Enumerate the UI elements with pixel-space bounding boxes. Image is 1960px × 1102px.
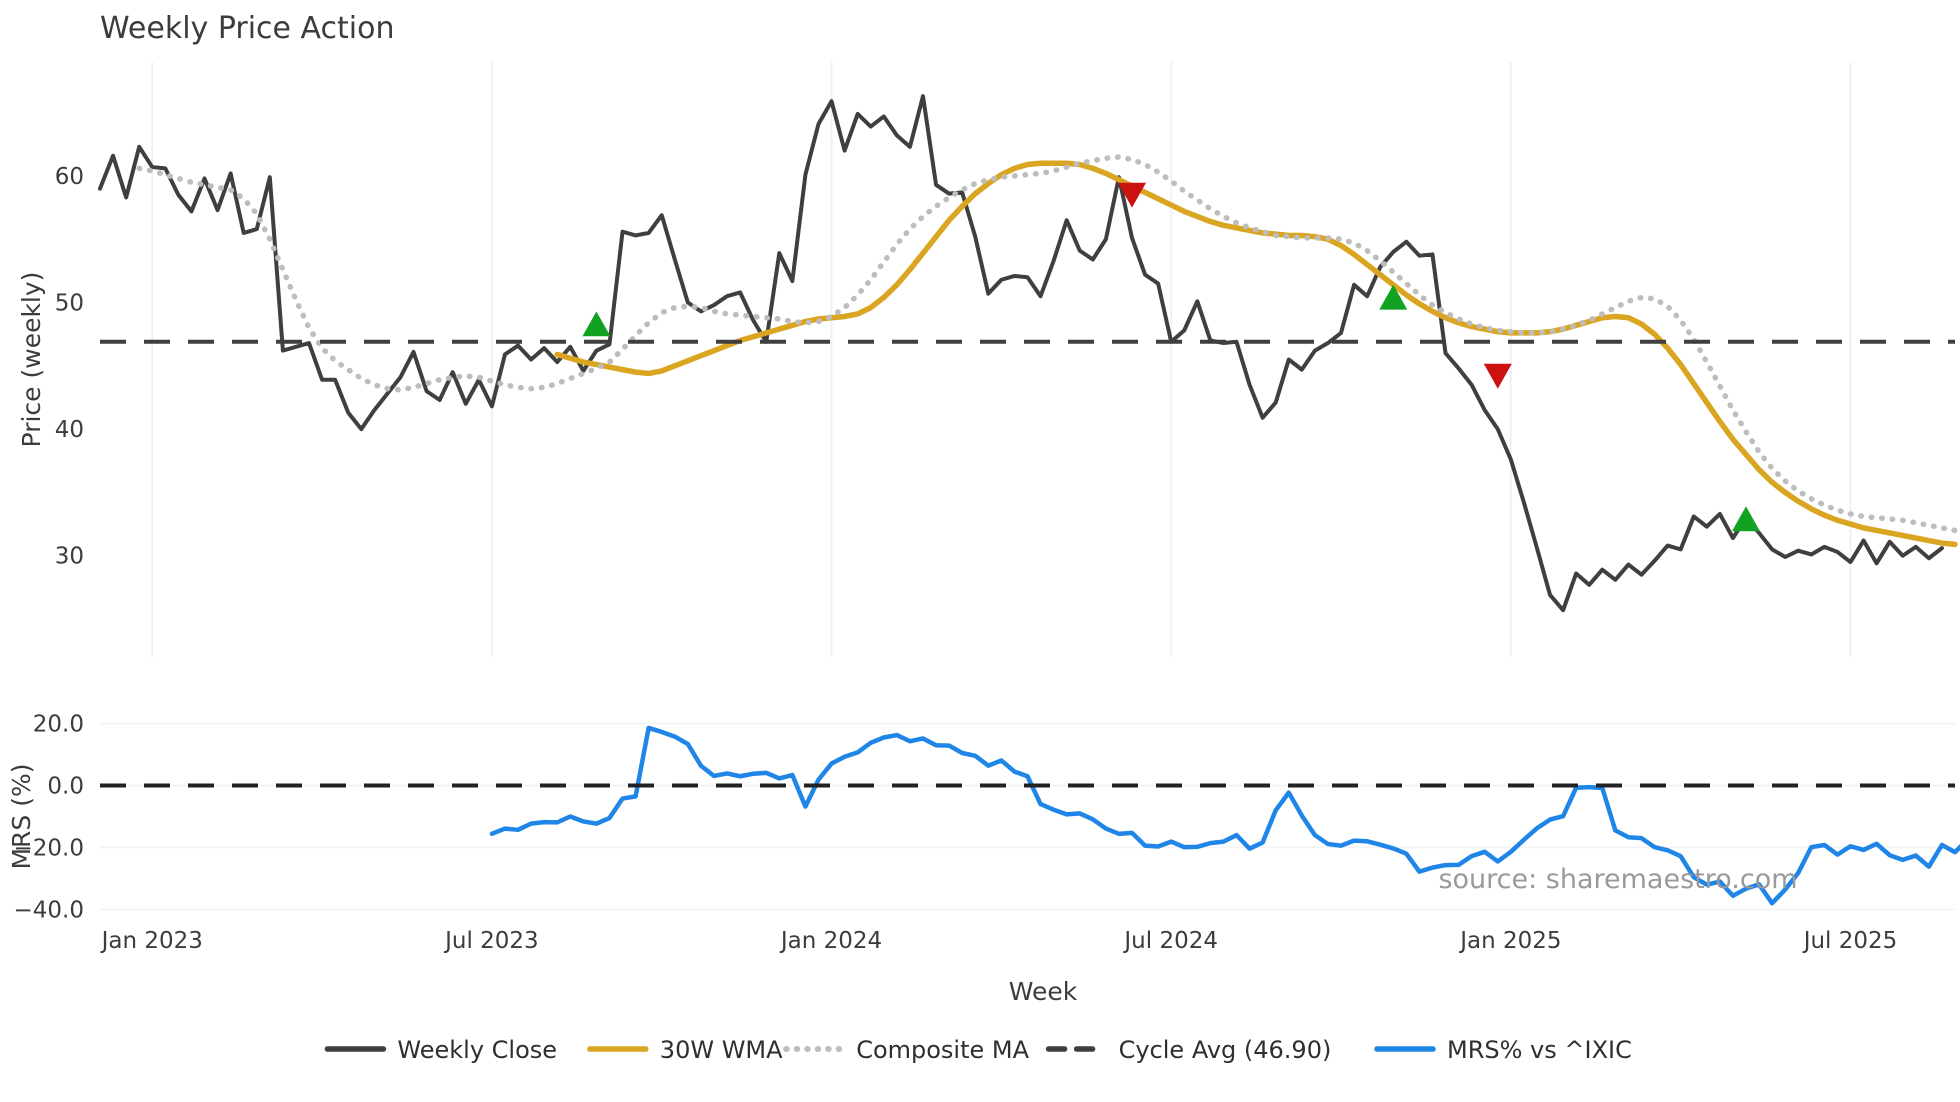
series-line-composite-ma bbox=[136, 154, 1960, 535]
price-y-axis-label: Price (weekly) bbox=[17, 272, 46, 448]
price-y-tick-label: 60 bbox=[55, 164, 84, 190]
mrs-y-tick-label: −20.0 bbox=[14, 835, 84, 861]
x-axis-label: Week bbox=[1009, 977, 1078, 1006]
x-tick-label: Jan 2023 bbox=[100, 928, 203, 954]
price-panel: 30 40 50 60 Price (weekly) bbox=[17, 62, 1960, 657]
mrs-y-tick-label: 0.0 bbox=[47, 774, 84, 800]
sell-signal-marker bbox=[1118, 182, 1147, 208]
legend-label: Weekly Close bbox=[397, 1036, 557, 1064]
sell-signal-marker bbox=[1483, 363, 1512, 389]
legend-item-weekly-close[interactable]: Weekly Close bbox=[324, 1036, 557, 1064]
mrs-panel: −40.0 −20.0 0.0 20.0 MRS (%) Jan 2023 Jul 2023… bbox=[7, 712, 1960, 954]
series-line-weekly-close bbox=[98, 94, 1944, 613]
legend-item-mrs-vs-ixic[interactable]: MRS% vs ^IXIC bbox=[1374, 1036, 1632, 1064]
chart-legend: Weekly Close 30W WMA Composite MA Cycle Avg… bbox=[324, 1036, 1632, 1064]
legend-label: Cycle Avg (46.90) bbox=[1119, 1036, 1332, 1064]
x-tick-label: Jan 2024 bbox=[779, 928, 882, 954]
price-y-tick-label: 50 bbox=[55, 291, 84, 317]
price-y-tick-label: 30 bbox=[55, 544, 84, 570]
page-title: Weekly Price Action bbox=[100, 11, 395, 46]
legend-item-30w-wma[interactable]: 30W WMA bbox=[587, 1036, 783, 1064]
x-tick-label: Jul 2025 bbox=[1802, 928, 1898, 954]
legend-label: 30W WMA bbox=[660, 1036, 783, 1064]
legend-item-composite-ma[interactable]: Composite MA bbox=[783, 1036, 1030, 1064]
legend-item-cycle-avg-46-90-[interactable]: Cycle Avg (46.90) bbox=[1045, 1036, 1332, 1064]
mrs-y-tick-label: 20.0 bbox=[33, 712, 84, 738]
watermark-label: source: sharemaestro.com bbox=[1438, 864, 1797, 895]
x-tick-label: Jul 2024 bbox=[1122, 928, 1218, 954]
mrs-y-tick-label: −40.0 bbox=[14, 897, 84, 923]
buy-signal-marker bbox=[582, 311, 611, 337]
buy-signal-marker bbox=[1731, 506, 1760, 532]
x-tick-label: Jul 2023 bbox=[443, 928, 539, 954]
series-line-mrs bbox=[489, 725, 1960, 906]
legend-label: MRS% vs ^IXIC bbox=[1447, 1036, 1632, 1064]
x-tick-label: Jan 2025 bbox=[1458, 928, 1561, 954]
buy-signal-marker bbox=[1379, 284, 1408, 310]
price-y-tick-label: 40 bbox=[55, 417, 84, 443]
mrs-y-axis-label: MRS (%) bbox=[7, 763, 36, 869]
legend-label: Composite MA bbox=[856, 1036, 1029, 1064]
